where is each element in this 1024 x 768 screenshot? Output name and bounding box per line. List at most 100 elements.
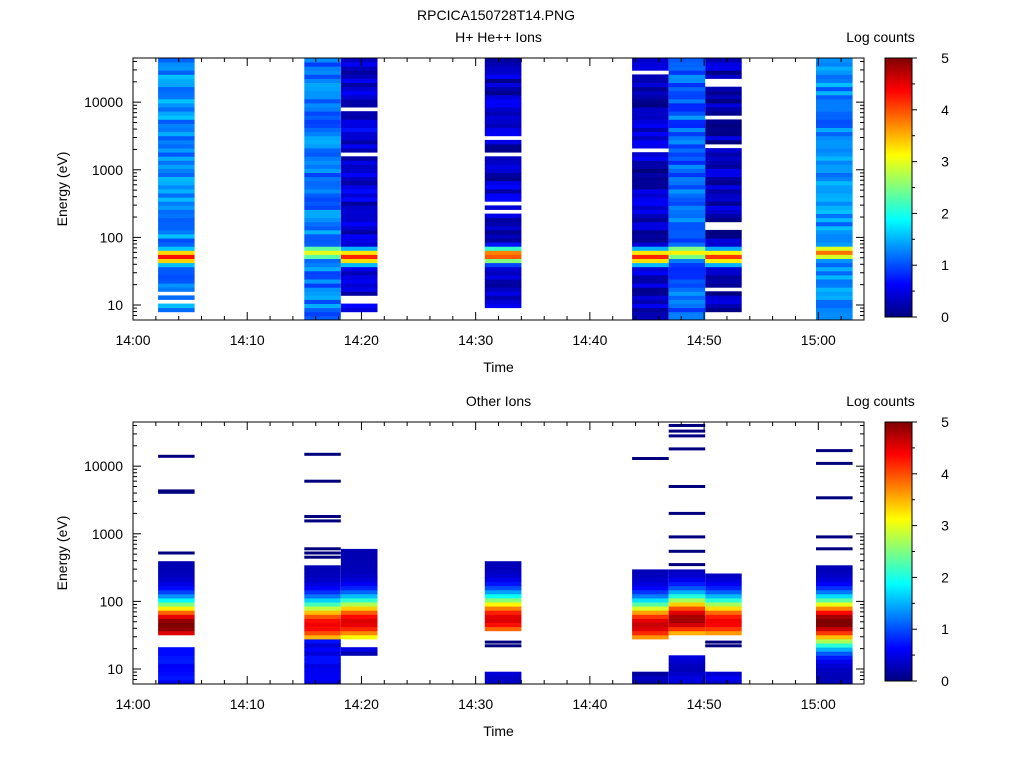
heatmap-cell xyxy=(705,119,742,124)
heatmap-cell xyxy=(816,180,853,186)
heatmap-cell xyxy=(632,66,669,71)
heatmap-cell xyxy=(158,295,195,300)
heatmap-cell xyxy=(340,307,378,313)
heatmap-cell xyxy=(340,291,378,296)
heatmap-cell xyxy=(340,123,378,128)
heatmap-cell xyxy=(816,663,853,668)
energy-column xyxy=(632,457,669,685)
heatmap-cell xyxy=(304,127,341,133)
heatmap-cell xyxy=(632,164,669,169)
heatmap-cell xyxy=(705,675,742,681)
heatmap-cell xyxy=(484,242,522,247)
heatmap-cell xyxy=(816,98,853,104)
heatmap-cell xyxy=(340,589,378,595)
heatmap-cell xyxy=(668,299,706,304)
heatmap-cell xyxy=(484,283,522,288)
x-axis-label: Time xyxy=(483,723,514,739)
heatmap-cell xyxy=(304,242,341,247)
heatmap-cell xyxy=(632,626,669,632)
heatmap-cell xyxy=(158,94,195,100)
heatmap-cell xyxy=(484,622,522,628)
heatmap-cell xyxy=(340,234,378,239)
heatmap-cell xyxy=(158,123,195,128)
heatmap-cell xyxy=(668,626,706,632)
y-axis-label: Energy (eV) xyxy=(54,152,70,227)
heatmap-cell xyxy=(816,86,853,92)
heatmap-cell xyxy=(632,209,669,214)
heatmap-cell xyxy=(668,606,706,611)
heatmap-cell xyxy=(304,254,341,259)
heatmap-cell xyxy=(632,217,669,223)
x-tick-label: 14:00 xyxy=(115,696,150,712)
isolated-count-line xyxy=(632,457,669,460)
heatmap-cell xyxy=(484,610,522,615)
heatmap-cell xyxy=(304,647,341,652)
heatmap-cell xyxy=(304,62,341,67)
heatmap-cell xyxy=(705,610,742,615)
heatmap-cell xyxy=(304,266,341,272)
colorbar-tick-label: 4 xyxy=(941,466,949,482)
heatmap-cell xyxy=(632,98,669,104)
heatmap-cell xyxy=(705,238,742,243)
heatmap-cell xyxy=(158,221,195,227)
heatmap-cell xyxy=(816,275,853,280)
heatmap-cell xyxy=(705,94,742,100)
heatmap-cell xyxy=(816,254,853,259)
heatmap-cell xyxy=(668,221,706,227)
heatmap-cell xyxy=(304,131,341,137)
heatmap-cell xyxy=(705,618,742,623)
heatmap-cell xyxy=(632,262,669,268)
heatmap-cell xyxy=(816,131,853,137)
heatmap-cell xyxy=(158,250,195,255)
heatmap-cell xyxy=(705,622,742,628)
heatmap-cell xyxy=(340,90,378,96)
heatmap-cell xyxy=(816,303,853,309)
heatmap-cell xyxy=(668,593,706,599)
heatmap-cell xyxy=(484,103,522,108)
heatmap-cell xyxy=(484,78,522,83)
energy-column xyxy=(705,58,742,313)
heatmap-cell xyxy=(632,238,669,243)
heatmap-cell xyxy=(340,258,378,264)
heatmap-cell xyxy=(304,238,341,243)
heatmap-cell xyxy=(816,82,853,88)
heatmap-cell xyxy=(484,573,522,578)
energy-column xyxy=(304,452,341,685)
heatmap-cell xyxy=(158,659,195,664)
x-tick-label: 14:10 xyxy=(230,696,265,712)
heatmap-cell xyxy=(632,78,669,83)
heatmap-cell xyxy=(632,581,669,587)
heatmap-cell xyxy=(705,242,742,247)
heatmap-cell xyxy=(816,250,853,255)
heatmap-cell xyxy=(340,201,378,206)
heatmap-cell xyxy=(668,86,706,92)
heatmap-cell xyxy=(816,221,853,227)
heatmap-cell xyxy=(304,152,341,157)
heatmap-cell xyxy=(632,246,669,251)
heatmap-cell xyxy=(816,103,853,108)
heatmap-cell xyxy=(668,295,706,300)
heatmap-cell xyxy=(340,205,378,210)
isolated-count-line xyxy=(668,563,706,567)
heatmap-cell xyxy=(304,209,341,214)
heatmap-cell xyxy=(304,107,341,112)
heatmap-cell xyxy=(668,279,706,284)
heatmap-cell xyxy=(816,569,853,574)
heatmap-cell xyxy=(484,238,522,243)
heatmap-cell xyxy=(158,279,195,284)
heatmap-cell xyxy=(158,287,195,292)
heatmap-cell xyxy=(816,598,853,603)
heatmap-cell xyxy=(816,262,853,268)
heatmap-cell xyxy=(484,205,522,210)
heatmap-cell xyxy=(668,119,706,124)
heatmap-cell xyxy=(484,569,522,574)
heatmap-cell xyxy=(304,671,341,677)
heatmap-cell xyxy=(816,213,853,219)
heatmap-cell xyxy=(158,606,195,611)
heatmap-cell xyxy=(484,172,522,178)
heatmap-cell xyxy=(304,78,341,83)
heatmap-cell xyxy=(340,62,378,67)
heatmap-cell xyxy=(484,213,522,219)
heatmap-cell xyxy=(632,189,669,194)
heatmap-cell xyxy=(668,74,706,79)
